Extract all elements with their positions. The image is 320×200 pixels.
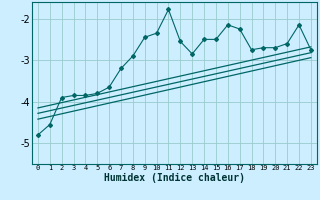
X-axis label: Humidex (Indice chaleur): Humidex (Indice chaleur) [104,173,245,183]
